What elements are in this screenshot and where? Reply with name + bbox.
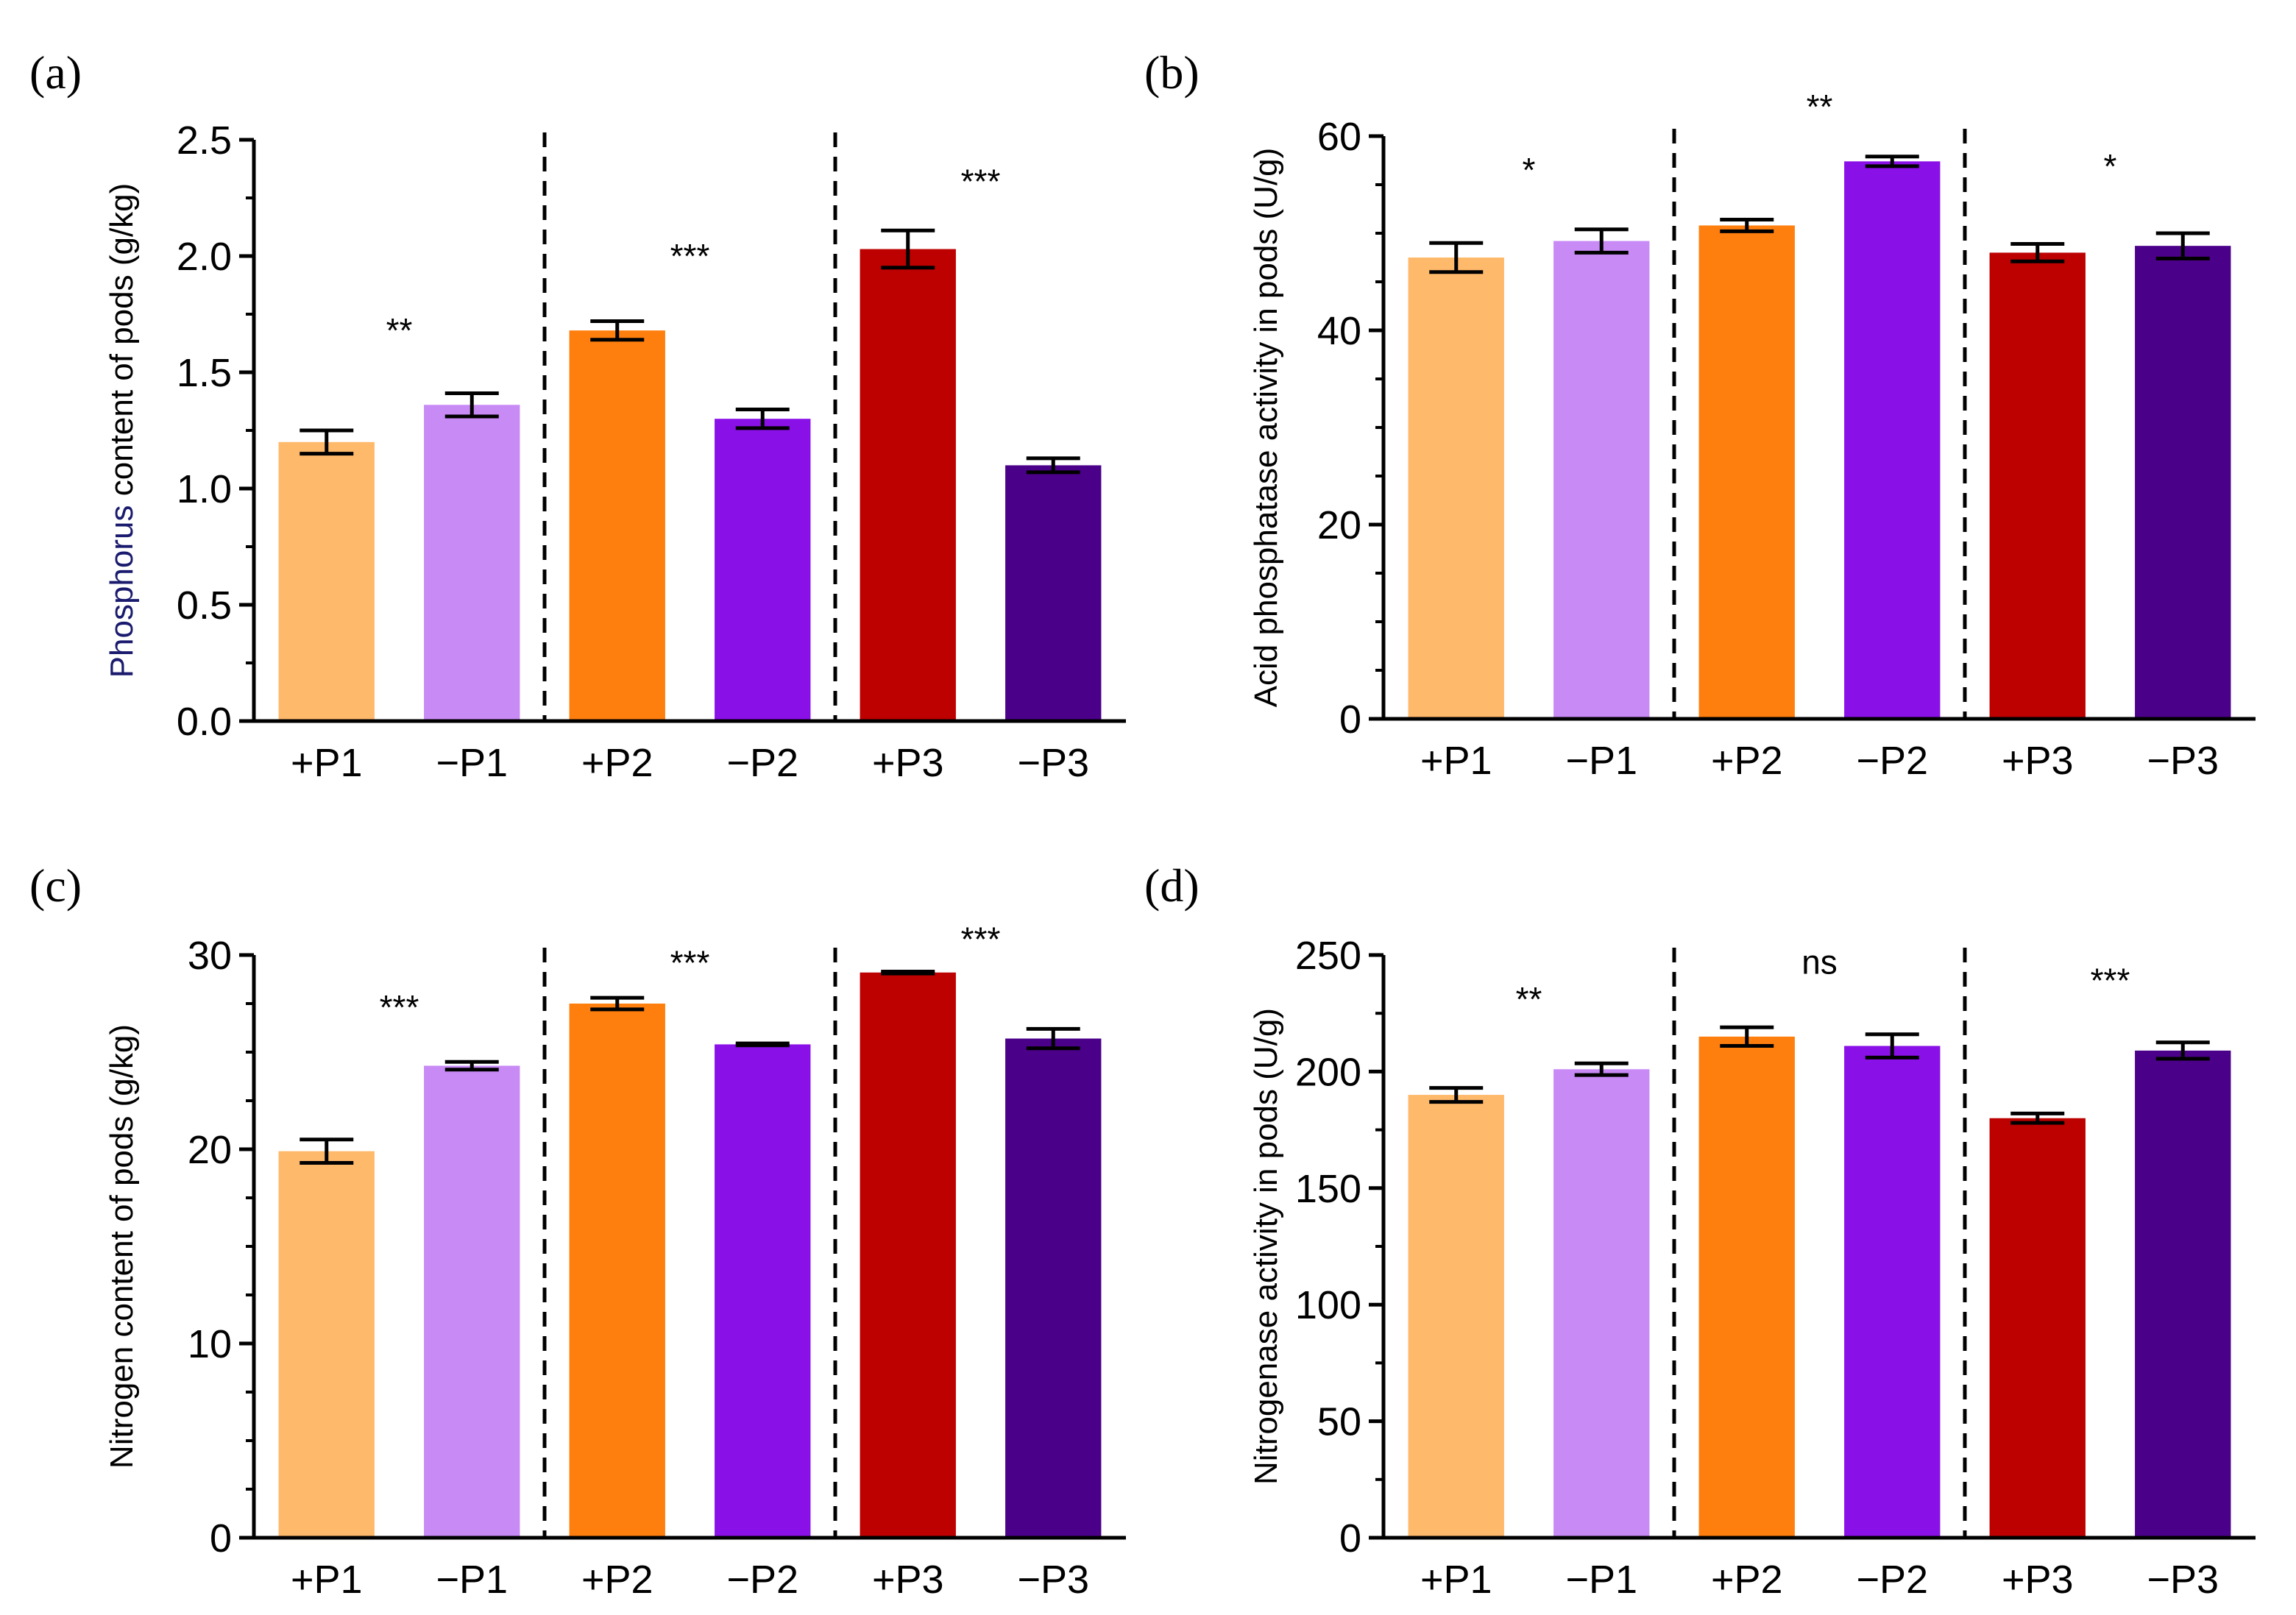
y-tick-label: 50 [1317, 1400, 1361, 1444]
y-tick-label: 20 [1317, 503, 1361, 547]
x-tick-label: +P2 [581, 1558, 653, 1602]
bar [569, 330, 665, 721]
bar [278, 1151, 375, 1538]
y-tick-label: 30 [188, 934, 232, 978]
x-tick-label: −P2 [1856, 739, 1928, 783]
x-tick-label: +P3 [872, 741, 944, 785]
x-tick-label: −P3 [2147, 1558, 2219, 1602]
y-tick-label: 150 [1295, 1167, 1361, 1211]
y-tick-label: 20 [188, 1128, 232, 1172]
bar [1698, 225, 1795, 719]
y-tick-label: 100 [1295, 1283, 1361, 1327]
bar [860, 972, 956, 1538]
y-tick-label: 1.5 [177, 351, 232, 395]
bar [2135, 1050, 2231, 1538]
x-tick-label: +P2 [1711, 739, 1783, 783]
x-tick-label: −P3 [2147, 739, 2219, 783]
y-tick-label: 10 [188, 1322, 232, 1366]
significance-label: ns [1801, 943, 1838, 981]
panel-label: (a) [29, 46, 82, 99]
bar [1408, 1095, 1504, 1538]
chart-panel-3: (c) 0 10 20 30 +P1 −P1 +P2 −P2 +P3 −P3 *** *** *** Nit… [29, 859, 1126, 1602]
x-tick-label: +P1 [291, 741, 363, 785]
bar [278, 441, 375, 721]
y-tick-label: 0.5 [177, 583, 232, 628]
x-tick-label: −P2 [726, 1558, 798, 1602]
significance-label: *** [380, 988, 419, 1026]
y-tick-label: 0 [1339, 698, 1361, 742]
x-tick-label: +P3 [2002, 739, 2074, 783]
y-axis-title-text: Nitrogenase activity in pods (U/g) [1248, 1008, 1284, 1485]
bar [1553, 1069, 1650, 1538]
y-axis-title-text: content of pods (g/kg) [104, 183, 140, 505]
bar [2135, 246, 2231, 719]
chart-panel-1: (a) 0.0 0.5 1.0 1.5 2.0 2.5 +P1 −P1 +P2 −P2 +P3 −P3 *… [29, 46, 1126, 785]
bar [424, 1065, 520, 1538]
y-axis-title: Acid phosphatase activity in pods (U/g) [1248, 148, 1284, 708]
significance-label: *** [670, 943, 710, 982]
significance-label: *** [961, 920, 1001, 959]
panel-label: (c) [29, 859, 82, 912]
bar [569, 1004, 665, 1538]
bar [1989, 1118, 2086, 1538]
significance-label: ** [1807, 88, 1833, 126]
x-tick-label: +P3 [2002, 1558, 2074, 1602]
y-axis-title: Phosphorus content of pods (g/kg) [104, 183, 140, 678]
y-tick-label: 0 [1339, 1516, 1361, 1561]
bar [1844, 1046, 1941, 1538]
x-tick-label: +P1 [291, 1558, 363, 1602]
y-tick-label: 2.5 [177, 118, 232, 163]
y-tick-label: 60 [1317, 115, 1361, 159]
y-axis-title: Nitrogenase activity in pods (U/g) [1248, 1008, 1284, 1485]
x-tick-label: −P3 [1017, 1558, 1089, 1602]
bar [1005, 465, 1102, 721]
x-tick-label: −P1 [1565, 739, 1637, 783]
bar [1989, 252, 2086, 719]
y-tick-label: 1.0 [177, 467, 232, 511]
bar [1408, 258, 1504, 719]
bar [1005, 1038, 1102, 1538]
x-tick-label: +P3 [872, 1558, 944, 1602]
x-tick-label: +P2 [581, 741, 653, 785]
x-tick-label: +P2 [1711, 1558, 1783, 1602]
bar [1553, 241, 1650, 719]
y-tick-label: 40 [1317, 309, 1361, 353]
panel-label: (b) [1144, 46, 1200, 99]
significance-label: * [2104, 147, 2117, 185]
x-tick-label: −P2 [1856, 1558, 1928, 1602]
x-tick-label: −P1 [1565, 1558, 1637, 1602]
y-axis-title-highlight: Phosphorus [104, 505, 140, 678]
y-tick-label: 0.0 [177, 700, 232, 744]
bar [860, 249, 956, 721]
bar [424, 405, 520, 721]
chart-panel-4: (d) 0 50 100 150 200 250 +P1 −P1 +P2 −P2 +P3 −P3 ** ns… [1144, 859, 2256, 1602]
x-tick-label: −P1 [436, 1558, 508, 1602]
y-tick-label: 200 [1295, 1050, 1361, 1094]
significance-label: ** [386, 311, 413, 349]
bar [1698, 1036, 1795, 1538]
x-tick-label: −P3 [1017, 741, 1089, 785]
y-axis-title: Nitrogen content of pods (g/kg) [104, 1024, 140, 1469]
x-tick-label: −P2 [726, 741, 798, 785]
significance-label: ** [1516, 980, 1542, 1018]
x-tick-label: +P1 [1420, 739, 1492, 783]
bar [715, 419, 811, 721]
significance-label: * [1523, 151, 1536, 189]
y-tick-label: 250 [1295, 934, 1361, 978]
y-tick-label: 2.0 [177, 235, 232, 279]
significance-label: *** [670, 237, 710, 275]
significance-label: *** [961, 163, 1001, 201]
panel-label: (d) [1144, 859, 1200, 912]
y-axis-title-text: Nitrogen content of pods (g/kg) [104, 1024, 140, 1469]
significance-label: *** [2091, 962, 2130, 1000]
x-tick-label: −P1 [436, 741, 508, 785]
x-tick-label: +P1 [1420, 1558, 1492, 1602]
y-axis-title-text: Acid phosphatase activity in pods (U/g) [1248, 148, 1284, 708]
y-tick-label: 0 [210, 1516, 232, 1561]
bar [715, 1044, 811, 1538]
bar [1844, 161, 1941, 719]
